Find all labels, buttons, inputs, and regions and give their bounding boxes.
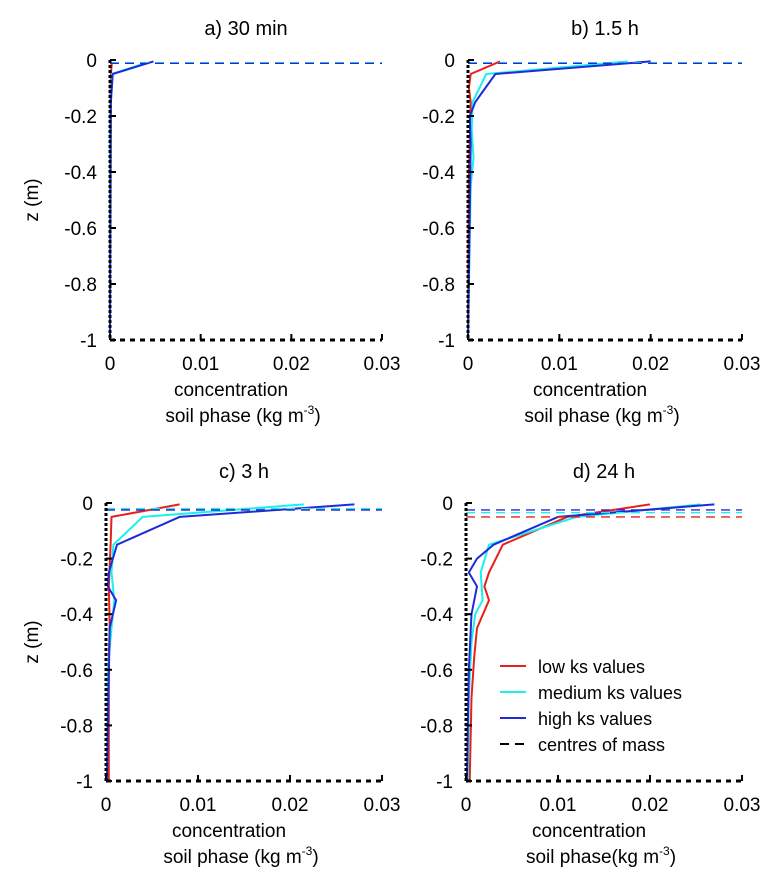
series-line-3	[109, 60, 154, 341]
panel-title: a) 30 min	[204, 18, 287, 40]
y-tick-label: -1	[76, 772, 93, 793]
x-axis-label-superscript: -3	[304, 403, 315, 417]
x-tick-label: 0.03	[364, 795, 401, 816]
y-tick-label: -0.8	[60, 716, 93, 737]
y-tick-label: 0	[442, 494, 453, 515]
x-tick-label: 0.02	[273, 354, 310, 375]
x-tick-label: 0.03	[724, 354, 761, 375]
y-tick-label: -0.8	[422, 275, 455, 296]
y-tick-label: -0.6	[422, 219, 455, 240]
y-tick-label: 0	[444, 51, 455, 72]
x-axis-label-line1: concentration	[533, 380, 647, 401]
legend: low ks values medium ks values high ks val…	[500, 657, 682, 755]
x-axis-label-line2: soil phase (kg m-3)	[165, 403, 320, 427]
x-axis-label-text: soil phase (kg m	[163, 847, 301, 868]
panel-title: d) 24 h	[573, 461, 635, 483]
x-axis-label-line1: concentration	[172, 821, 286, 842]
y-tick-label: -0.6	[64, 219, 97, 240]
x-axis-label-close: )	[670, 847, 676, 868]
x-axis-label-text: soil phase(kg m	[526, 847, 659, 868]
x-tick-label: 0.03	[364, 354, 401, 375]
series-line-1	[107, 503, 180, 781]
chart-panel-4: d) 24 h 0 -0.2 -0.4 -0.6 -0.8 -1 0 0.01 0.02 0.03 c…	[420, 461, 760, 868]
x-axis-label-text: soil phase (kg m	[165, 406, 303, 427]
legend-label: medium ks values	[538, 683, 682, 703]
x-tick-label: 0.01	[541, 354, 578, 375]
x-axis-label-close: )	[673, 406, 679, 427]
series-line-2	[109, 61, 147, 340]
y-tick-label: -1	[436, 772, 453, 793]
x-tick-label: 0.03	[724, 795, 761, 816]
legend-label: high ks values	[538, 709, 652, 729]
x-axis-label-superscript: -3	[663, 403, 674, 417]
y-tick-label: -0.6	[60, 661, 93, 682]
x-axis-label-superscript: -3	[659, 844, 670, 858]
series-line-3	[467, 60, 651, 341]
y-tick-label: 0	[82, 494, 93, 515]
x-tick-label: 0	[101, 795, 112, 816]
series-line-2	[466, 503, 701, 782]
x-tick-label: 0.02	[632, 795, 669, 816]
y-tick-label: 0	[86, 51, 97, 72]
y-tick-label: -0.8	[420, 716, 453, 737]
series-line-3	[105, 503, 355, 782]
y-tick-label: -0.2	[64, 107, 97, 128]
y-tick-label: -0.4	[420, 605, 453, 626]
x-tick-label: 0.02	[272, 795, 309, 816]
x-axis-label-close: )	[314, 406, 320, 427]
series-line-2	[105, 503, 304, 782]
series-line-2	[467, 60, 628, 341]
panel-title: b) 1.5 h	[571, 18, 639, 40]
y-tick-label: -0.2	[60, 550, 93, 571]
y-tick-label: -0.2	[422, 107, 455, 128]
x-tick-label: 0	[461, 795, 472, 816]
x-tick-label: 0.01	[180, 795, 217, 816]
y-axis-label: z (m)	[22, 178, 43, 221]
y-tick-label: -0.8	[64, 275, 97, 296]
legend-label: centres of mass	[538, 735, 665, 755]
x-axis-label-superscript: -3	[302, 844, 313, 858]
x-axis-label-close: )	[312, 847, 318, 868]
x-axis-label-line2: soil phase(kg m-3)	[526, 844, 676, 868]
chart-panel-3: c) 3 h 0 -0.2 -0.4 -0.6 -0.8 -1 0 0.01 0.02 0.03 co…	[22, 461, 400, 868]
panel-title: c) 3 h	[219, 461, 269, 483]
x-axis-label-line2: soil phase (kg m-3)	[163, 844, 318, 868]
x-axis-label-line2: soil phase (kg m-3)	[524, 403, 679, 427]
x-tick-label: 0.01	[182, 354, 219, 375]
x-tick-label: 0.01	[540, 795, 577, 816]
x-axis-label-line1: concentration	[532, 821, 646, 842]
x-tick-label: 0	[463, 354, 474, 375]
chart-panel-1: a) 30 min 0 -0.2 -0.4 -0.6 -0.8 -1 0 0.01 0.02 0.0…	[22, 18, 400, 427]
y-tick-label: -0.4	[60, 605, 93, 626]
y-tick-label: -1	[80, 331, 97, 352]
y-tick-label: -0.2	[420, 550, 453, 571]
x-axis-label-text: soil phase (kg m	[524, 406, 662, 427]
x-tick-label: 0.02	[632, 354, 669, 375]
y-tick-label: -0.4	[64, 163, 97, 184]
x-axis-label-line1: concentration	[174, 380, 288, 401]
legend-label: low ks values	[538, 657, 645, 677]
chart-panel-2: b) 1.5 h 0 -0.2 -0.4 -0.6 -0.8 -1 0 0.01 0.02 0.03…	[422, 18, 760, 427]
y-tick-label: -0.4	[422, 163, 455, 184]
y-tick-label: -0.6	[420, 661, 453, 682]
y-axis-label: z (m)	[22, 620, 43, 663]
series-line-3	[465, 503, 715, 782]
x-tick-label: 0	[105, 354, 116, 375]
y-tick-label: -1	[438, 331, 455, 352]
